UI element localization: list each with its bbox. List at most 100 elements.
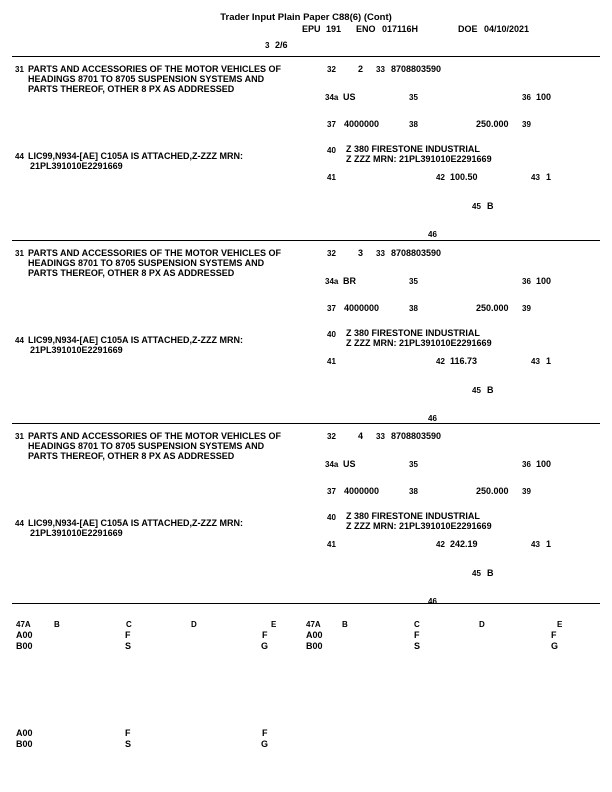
- goods-description-line: PARTS THEREOF, OTHER 8 PX AS ADDRESSED: [28, 451, 235, 461]
- box44-label: 44: [15, 519, 24, 528]
- preference-code: 100: [536, 92, 552, 102]
- tax-rate-ind: F: [414, 630, 420, 640]
- box36-label: 36: [522, 93, 531, 102]
- commodity-code: 8708803590: [391, 64, 442, 74]
- origin-country: US: [343, 459, 356, 469]
- box32-label: 32: [327, 249, 336, 258]
- box31-label: 31: [15, 65, 24, 74]
- previous-document-line: Z 380 FIRESTONE INDUSTRIAL: [346, 511, 480, 521]
- tax-type-code: A00: [306, 630, 323, 640]
- tax-type-code: B00: [16, 739, 33, 749]
- box36-label: 36: [522, 277, 531, 286]
- valuation-method: 1: [546, 356, 552, 366]
- tax-mop: G: [261, 641, 269, 651]
- previous-document-line: Z 380 FIRESTONE INDUSTRIAL: [346, 328, 480, 338]
- goods-description-line: HEADINGS 8701 TO 8705 SUSPENSION SYSTEMS…: [28, 74, 265, 84]
- goods-description-line: HEADINGS 8701 TO 8705 SUSPENSION SYSTEMS…: [28, 441, 265, 451]
- tax-col-header-b: B: [342, 620, 348, 629]
- box32-label: 32: [327, 432, 336, 441]
- box40-label: 40: [327, 330, 336, 339]
- box41-label: 41: [327, 540, 336, 549]
- origin-country: BR: [343, 276, 356, 286]
- previous-document-line: Z ZZZ MRN: 21PL391010E2291669: [346, 338, 492, 348]
- box40-label: 40: [327, 513, 336, 522]
- commodity-code: 8708803590: [391, 248, 442, 258]
- goods-description-line: PARTS AND ACCESSORIES OF THE MOTOR VEHIC…: [28, 248, 282, 258]
- preference-code: 100: [536, 276, 552, 286]
- documents-line: LIC99,N934-[AE] C105A IS ATTACHED,Z-ZZZ …: [28, 335, 244, 345]
- net-mass: 250.000: [476, 119, 509, 129]
- item-price: 100.50: [450, 172, 478, 182]
- page-number-label: 3: [265, 41, 270, 50]
- box38-label: 38: [409, 487, 418, 496]
- goods-description-line: PARTS AND ACCESSORIES OF THE MOTOR VEHIC…: [28, 431, 282, 441]
- tax-col-header-d: D: [191, 620, 197, 629]
- box39-label: 39: [522, 487, 531, 496]
- documents-line: 21PL391010E2291669: [30, 528, 123, 538]
- box42-label: 42: [436, 357, 445, 366]
- box42-label: 42: [436, 173, 445, 182]
- tax-mop: G: [551, 641, 559, 651]
- separator-line: [12, 240, 600, 241]
- adjustment-code: B: [487, 385, 494, 395]
- page-number-value: 2/6: [275, 40, 288, 50]
- box37-label: 37: [327, 487, 336, 496]
- box33-label: 33: [376, 65, 385, 74]
- previous-document-line: Z 380 FIRESTONE INDUSTRIAL: [346, 144, 480, 154]
- item-number: 4: [358, 431, 364, 441]
- box45-label: 45: [472, 202, 481, 211]
- preference-code: 100: [536, 459, 552, 469]
- box40-label: 40: [327, 146, 336, 155]
- item-price: 116.73: [450, 356, 478, 366]
- tax-col-header-47a: 47A: [16, 620, 31, 629]
- box41-label: 41: [327, 357, 336, 366]
- box46-label: 46: [428, 230, 437, 239]
- tax-type-code: B00: [16, 641, 33, 651]
- tax-col-header-e: E: [557, 620, 563, 629]
- goods-description-line: PARTS THEREOF, OTHER 8 PX AS ADDRESSED: [28, 268, 235, 278]
- adjustment-code: B: [487, 568, 494, 578]
- goods-description-line: PARTS THEREOF, OTHER 8 PX AS ADDRESSED: [28, 84, 235, 94]
- box31-label: 31: [15, 249, 24, 258]
- box37-label: 37: [327, 120, 336, 129]
- box39-label: 39: [522, 120, 531, 129]
- tax-rate-ind: S: [125, 739, 132, 749]
- box35-label: 35: [409, 277, 418, 286]
- eno-label: ENO: [356, 24, 376, 34]
- procedure-code: 4000000: [344, 119, 380, 129]
- commodity-code: 8708803590: [391, 431, 442, 441]
- box43-label: 43: [531, 173, 540, 182]
- tax-col-header-c: C: [414, 620, 420, 629]
- item-block: 31 PARTS AND ACCESSORIES OF THE MOTOR VE…: [0, 423, 612, 607]
- separator-line: [12, 603, 600, 604]
- box46-label: 46: [428, 414, 437, 423]
- item-number: 2: [358, 64, 364, 74]
- box43-label: 43: [531, 540, 540, 549]
- box34a-label: 34a: [325, 277, 339, 286]
- box33-label: 33: [376, 249, 385, 258]
- tax-rate-ind: F: [125, 630, 131, 640]
- goods-description-line: PARTS AND ACCESSORIES OF THE MOTOR VEHIC…: [28, 64, 282, 74]
- goods-description-line: HEADINGS 8701 TO 8705 SUSPENSION SYSTEMS…: [28, 258, 265, 268]
- epu-value: 191: [326, 24, 342, 34]
- documents-line: LIC99,N934-[AE] C105A IS ATTACHED,Z-ZZZ …: [28, 518, 244, 528]
- box32-label: 32: [327, 65, 336, 74]
- epu-label: EPU: [302, 24, 321, 34]
- tax-col-header-c: C: [126, 620, 132, 629]
- tax-col-header-d: D: [479, 620, 485, 629]
- net-mass: 250.000: [476, 486, 509, 496]
- box38-label: 38: [409, 120, 418, 129]
- previous-document-line: Z ZZZ MRN: 21PL391010E2291669: [346, 521, 492, 531]
- box43-label: 43: [531, 357, 540, 366]
- item-number: 3: [358, 248, 364, 258]
- tax-mop: G: [261, 739, 269, 749]
- box44-label: 44: [15, 152, 24, 161]
- documents-line: 21PL391010E2291669: [30, 345, 123, 355]
- doe-label: DOE: [458, 24, 478, 34]
- tax-type-code: A00: [16, 728, 33, 738]
- box39-label: 39: [522, 304, 531, 313]
- valuation-method: 1: [546, 172, 552, 182]
- tax-mop: F: [262, 728, 268, 738]
- documents-line: LIC99,N934-[AE] C105A IS ATTACHED,Z-ZZZ …: [28, 151, 244, 161]
